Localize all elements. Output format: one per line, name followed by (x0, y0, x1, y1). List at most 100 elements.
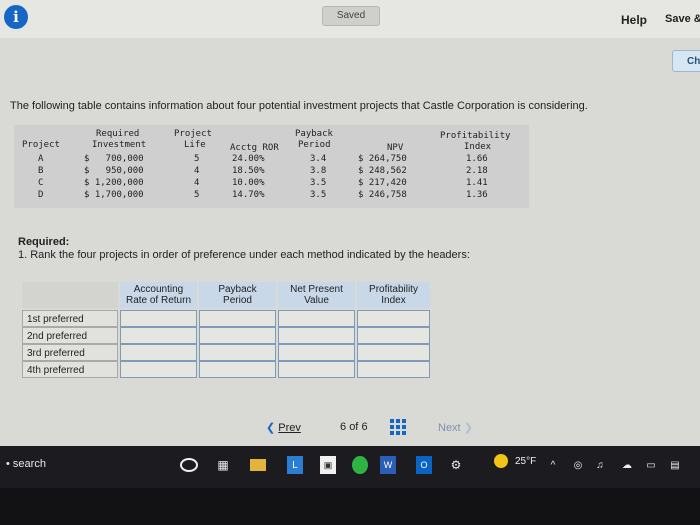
store-icon[interactable]: ▣ (320, 456, 336, 474)
answer-input-payback-2[interactable] (199, 327, 276, 344)
next-button[interactable]: Next ❯ (438, 421, 473, 434)
chevron-right-icon: ❯ (463, 422, 473, 434)
word-icon[interactable]: W (380, 456, 396, 474)
row-b-pi: 2.18 (466, 166, 488, 176)
col-header-line-1: Accounting (133, 284, 184, 295)
col-header-npv: Net Present Value (278, 282, 355, 308)
row-b-payback: 3.8 (310, 166, 327, 176)
page-total: 6 (361, 421, 368, 433)
row-d-payback: 3.5 (310, 190, 327, 200)
answer-input-npv-2[interactable] (278, 327, 355, 344)
row-d-investment: $ 1,700,000 (84, 190, 144, 200)
row-label-1st: 1st preferred (22, 310, 118, 327)
task-view-icon[interactable]: ▦ (217, 458, 229, 472)
header-npv: NPV (387, 143, 404, 153)
chevron-left-icon: ❮ (266, 422, 276, 434)
row-label-2nd: 2nd preferred (22, 327, 118, 344)
info-icon[interactable]: i (4, 5, 28, 29)
laptop-bezel (0, 488, 700, 525)
cortana-icon[interactable] (180, 458, 198, 472)
answer-input-npv-1[interactable] (278, 310, 355, 327)
display-icon[interactable]: ▭ (646, 459, 656, 471)
outlook-icon[interactable]: O (416, 456, 432, 474)
row-d-life: 5 (194, 190, 200, 200)
row-a-ror: 24.00% (232, 154, 265, 164)
taskbar-search[interactable]: • search (6, 458, 46, 470)
prev-label: Prev (278, 422, 301, 434)
row-b-investment: $ 950,000 (84, 166, 144, 176)
answer-input-pi-1[interactable] (357, 310, 430, 327)
header-project: Project (22, 140, 60, 150)
answer-input-ror-4[interactable] (120, 361, 197, 378)
required-instruction: 1. Rank the four projects in order of pr… (18, 249, 470, 261)
save-exit-button[interactable]: Save & (665, 13, 700, 25)
row-c-npv: $ 217,420 (358, 178, 407, 188)
row-c-life: 4 (194, 178, 200, 188)
row-a-pi: 1.66 (466, 154, 488, 164)
teams-icon[interactable]: L (287, 456, 303, 474)
search-icon: • (6, 458, 10, 470)
answer-input-payback-3[interactable] (199, 344, 276, 361)
row-b-ror: 18.50% (232, 166, 265, 176)
row-a-project: A (38, 154, 44, 164)
row-a-payback: 3.4 (310, 154, 327, 164)
network-icon[interactable]: ◎ (573, 459, 583, 471)
row-c-project: C (38, 178, 44, 188)
row-label-3rd: 3rd preferred (22, 344, 118, 361)
answer-input-npv-4[interactable] (278, 361, 355, 378)
search-label: search (12, 458, 46, 470)
answer-input-npv-3[interactable] (278, 344, 355, 361)
volume-icon[interactable]: ♫ (596, 459, 604, 471)
answer-input-pi-4[interactable] (357, 361, 430, 378)
prev-button[interactable]: ❮ Prev (266, 421, 301, 434)
help-button[interactable]: Help (621, 13, 648, 27)
chrome-icon[interactable] (352, 456, 368, 474)
temperature: 25°F (515, 456, 537, 467)
header-required-2: Investment (92, 140, 147, 150)
header-ror: Acctg ROR (230, 143, 279, 153)
answer-input-pi-2[interactable] (357, 327, 430, 344)
answer-input-ror-2[interactable] (120, 327, 197, 344)
header-required-1: Required (96, 129, 140, 139)
notification-icon[interactable]: ▤ (670, 459, 680, 471)
col-header-line-2: Value (304, 295, 329, 306)
answer-input-payback-4[interactable] (199, 361, 276, 378)
col-header-pi: Profitability Index (357, 282, 430, 308)
file-explorer-icon[interactable] (250, 459, 266, 471)
answer-input-ror-3[interactable] (120, 344, 197, 361)
answer-input-payback-1[interactable] (199, 310, 276, 327)
row-d-project: D (38, 190, 44, 200)
row-c-investment: $ 1,200,000 (84, 178, 144, 188)
page-of: of (349, 421, 359, 433)
saved-status: Saved (322, 6, 380, 26)
col-header-line-1: Profitability (369, 284, 418, 295)
chevron-up-icon[interactable]: ^ (550, 459, 556, 471)
answer-input-ror-1[interactable] (120, 310, 197, 327)
grid-view-icon[interactable] (390, 419, 406, 435)
next-label: Next (438, 422, 461, 434)
weather-sun-icon[interactable] (494, 454, 508, 468)
row-a-life: 5 (194, 154, 200, 164)
row-a-npv: $ 264,750 (358, 154, 407, 164)
row-b-project: B (38, 166, 44, 176)
row-c-pi: 1.41 (466, 178, 488, 188)
onedrive-icon[interactable]: ☁ (622, 459, 632, 471)
check-my-work-button[interactable]: Ch (672, 50, 700, 72)
top-bar: i Saved Help Save & (0, 0, 700, 38)
windows-taskbar (0, 446, 700, 488)
required-heading: Required: (18, 236, 70, 248)
row-d-npv: $ 246,758 (358, 190, 407, 200)
header-payback-1: Payback (295, 129, 333, 139)
col-header-line-2: Rate of Return (125, 295, 192, 306)
col-header-line-2: Period (223, 295, 252, 306)
row-label-4th: 4th preferred (22, 361, 118, 378)
row-b-npv: $ 248,562 (358, 166, 407, 176)
answer-input-pi-3[interactable] (357, 344, 430, 361)
col-header-accounting-ror: Accounting Rate of Return (120, 282, 197, 308)
row-d-ror: 14.70% (232, 190, 265, 200)
page-indicator: 6 of 6 (340, 421, 368, 433)
project-data-table: Required Investment Project Project Life… (14, 125, 529, 208)
row-d-pi: 1.36 (466, 190, 488, 200)
col-header-payback: Payback Period (199, 282, 276, 308)
settings-gear-icon[interactable]: ⚙ (450, 458, 462, 472)
